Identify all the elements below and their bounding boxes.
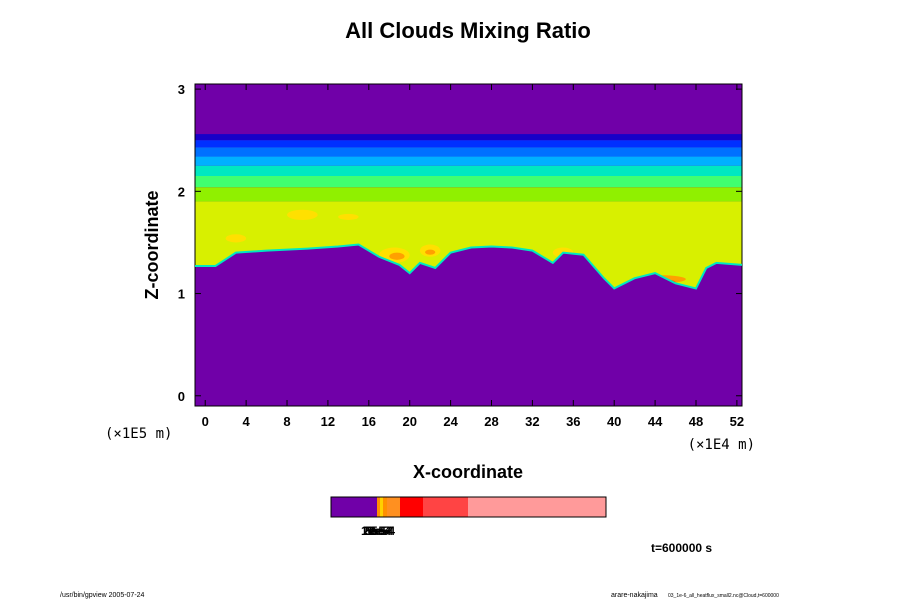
cloud-band <box>195 156 742 166</box>
x-tick-label: 8 <box>283 414 290 429</box>
cloud-patch <box>389 252 405 260</box>
y-axis-ticks: 0 1 2 3 <box>178 82 742 404</box>
x-tick-label: 28 <box>484 414 498 429</box>
cloud-band <box>195 187 742 202</box>
cloud-base-edge <box>195 243 743 290</box>
plot-area <box>194 83 743 407</box>
time-label: t=600000 s <box>651 541 712 555</box>
x-tick-label: 48 <box>689 414 703 429</box>
x-tick-label: 16 <box>362 414 376 429</box>
x-axis-ticks: 0 4 8 12 16 20 24 28 32 36 40 44 48 52 <box>202 84 744 429</box>
x-tick-label: 40 <box>607 414 621 429</box>
x-tick-label: 44 <box>648 414 663 429</box>
cloud-base-region <box>195 244 742 406</box>
y-tick-label: 1 <box>178 287 185 302</box>
x-tick-label: 52 <box>730 414 744 429</box>
x-axis-label: X-coordinate <box>413 462 523 482</box>
colorbar-label: 2e-4 <box>369 524 393 538</box>
cloud-band <box>195 140 742 148</box>
y-tick-label: 2 <box>178 184 185 199</box>
y-unit-label: (×1E5 m) <box>105 426 172 442</box>
cloud-band <box>195 176 742 188</box>
x-tick-label: 0 <box>202 414 209 429</box>
colorbar-label: 1e-5 <box>361 524 385 538</box>
colorbar-label: 2e-5 <box>363 524 387 538</box>
colorbar-label: 5e-5 <box>365 524 389 538</box>
y-tick-label: 0 <box>178 389 185 404</box>
y-axis-label: Z-coordinate <box>142 190 162 299</box>
cloud-patch <box>287 209 318 220</box>
colorbar-segment <box>383 497 387 517</box>
cloud-patch <box>338 213 359 220</box>
colorbar-labels: 1e-52e-55e-51e-42e-45e-4 <box>361 524 395 538</box>
x-tick-label: 4 <box>243 414 251 429</box>
footer-file: 03_1e-6_all_heatflux_small2.nc@Cloud,t=6… <box>668 593 779 599</box>
colorbar-segment <box>380 497 383 517</box>
colorbar-label: 1e-4 <box>367 524 391 538</box>
colorbar <box>331 497 606 517</box>
colorbar-segment <box>468 497 606 517</box>
y-tick-label: 3 <box>178 82 185 97</box>
colorbar-segment <box>400 497 423 517</box>
colorbar-segment <box>387 497 400 517</box>
colorbar-label: 5e-4 <box>371 524 395 538</box>
cloud-band <box>195 165 742 176</box>
colorbar-frame <box>330 496 607 518</box>
x-tick-label: 20 <box>402 414 416 429</box>
plot-frame <box>194 83 743 407</box>
cloud-band <box>195 134 742 141</box>
x-tick-label: 24 <box>443 414 458 429</box>
x-tick-label: 32 <box>525 414 539 429</box>
colorbar-segment <box>331 497 377 517</box>
cloud-band <box>195 201 742 222</box>
x-tick-label: 36 <box>566 414 580 429</box>
footer-command: /usr/bin/gpview 2005-07-24 <box>60 592 145 599</box>
cloud-patch <box>425 249 436 255</box>
cloud-band <box>195 147 742 157</box>
colorbar-segment <box>377 497 380 517</box>
cloud-patch <box>225 234 247 243</box>
colorbar-segment <box>423 497 468 517</box>
x-unit-label: (×1E4 m) <box>688 437 755 453</box>
x-tick-label: 12 <box>321 414 335 429</box>
chart-title: All Clouds Mixing Ratio <box>345 18 591 43</box>
footer-author: arare-nakajima <box>611 592 658 599</box>
